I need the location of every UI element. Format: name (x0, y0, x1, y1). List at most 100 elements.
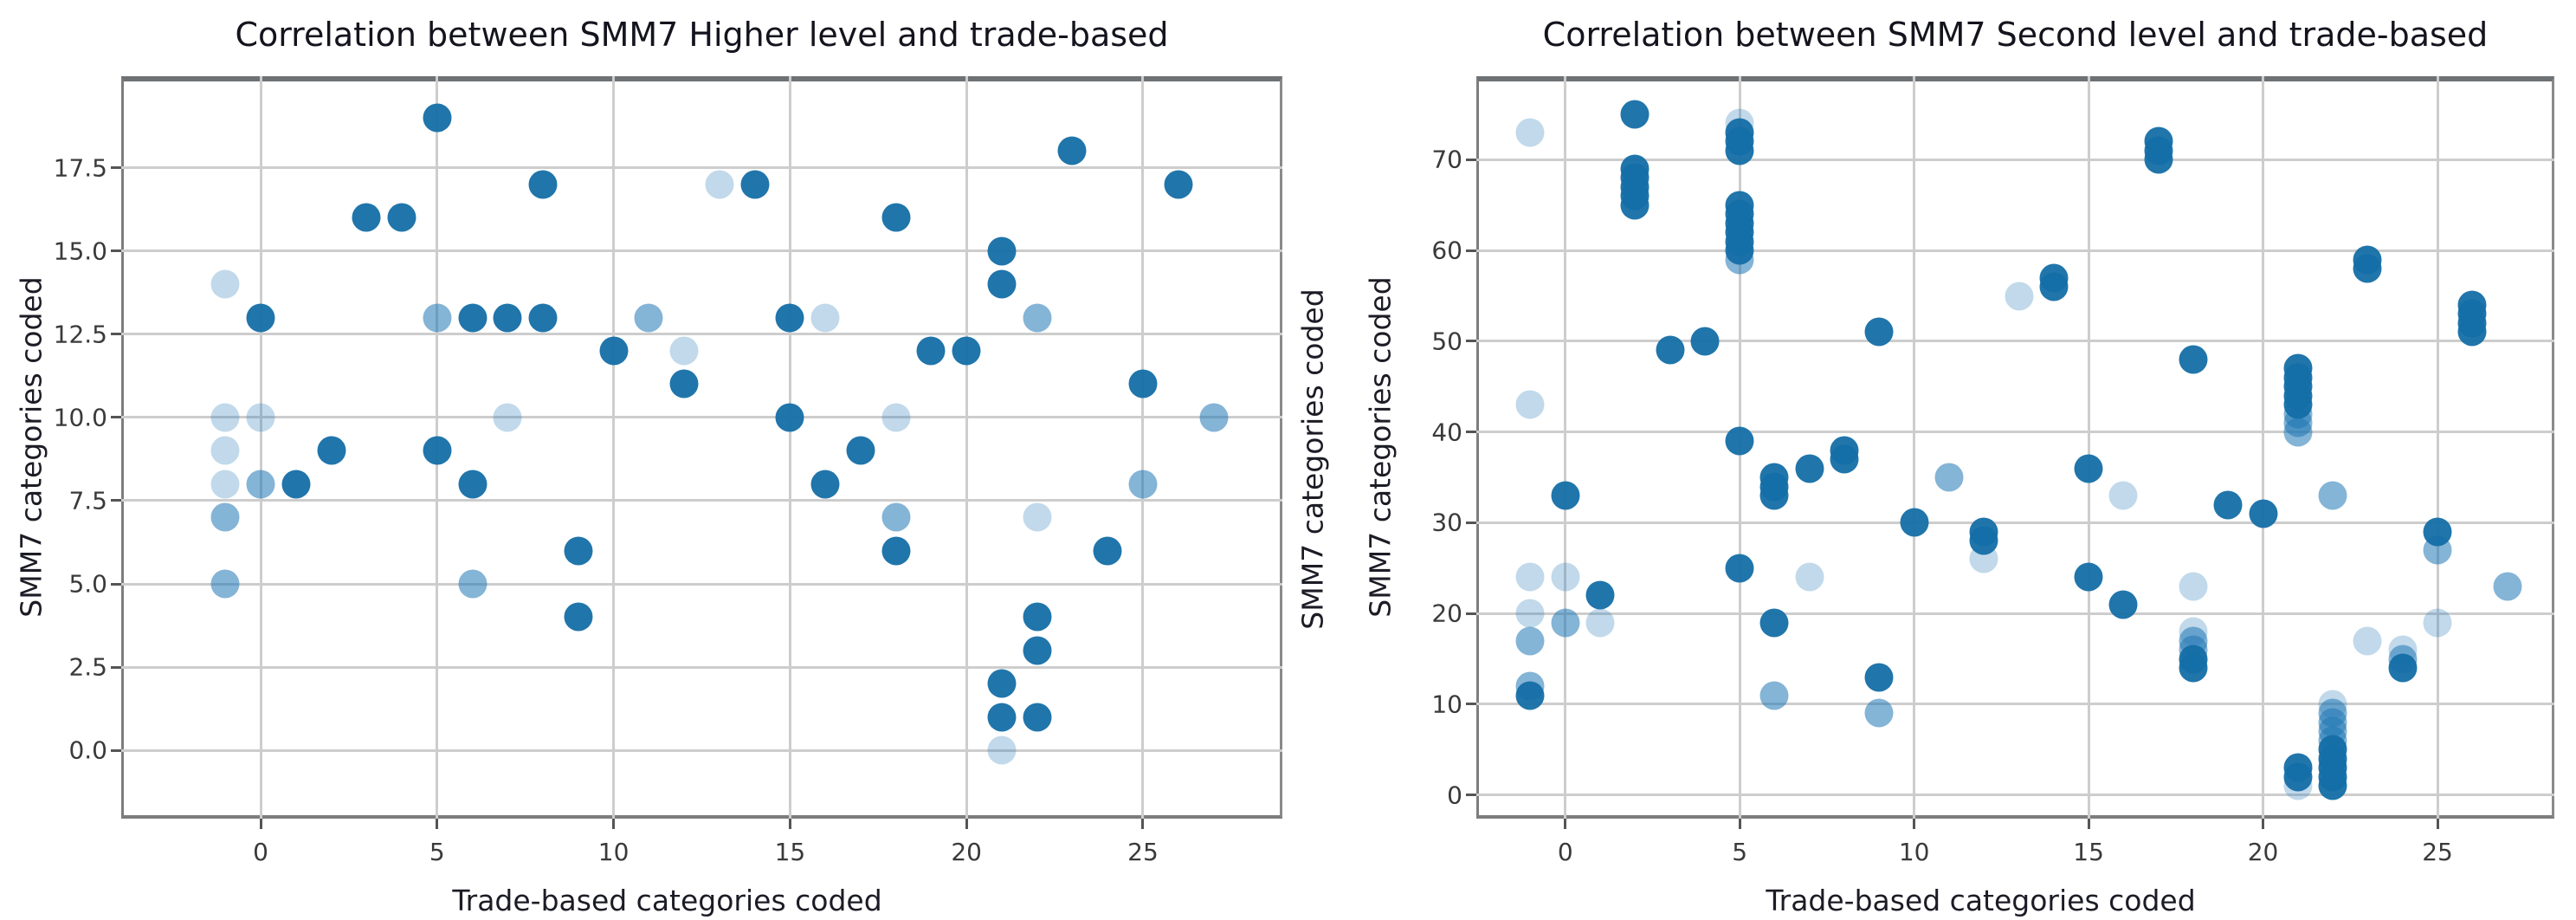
data-point (528, 303, 558, 333)
data-point (952, 336, 981, 366)
data-point (1515, 599, 1545, 628)
data-point (2318, 481, 2347, 510)
data-point (1656, 335, 1685, 365)
data-point (564, 536, 593, 566)
y-tick-label: 17.5 (53, 153, 107, 183)
data-point (1900, 508, 1929, 537)
data-point (2423, 608, 2452, 638)
x-gridline (2087, 76, 2090, 819)
data-point (1551, 562, 1580, 592)
data-point (881, 203, 911, 232)
y-tick-label: 40 (1431, 418, 1462, 447)
x-tick-mark (788, 819, 791, 829)
data-point (210, 403, 240, 432)
data-point (810, 303, 840, 333)
data-point (599, 336, 629, 366)
data-point (2144, 145, 2173, 174)
data-point (352, 203, 381, 232)
data-point (2493, 572, 2522, 601)
data-point (2179, 572, 2208, 601)
y-tick-label: 70 (1431, 145, 1462, 174)
y-gridline (1476, 340, 2554, 343)
x-gridline (788, 76, 791, 819)
x-tick-mark (436, 819, 439, 829)
data-point (1864, 663, 1894, 692)
x-gridline (612, 76, 616, 819)
x-tick-mark (2087, 819, 2090, 829)
y-tick-mark (111, 333, 121, 336)
data-point (2039, 272, 2069, 301)
y-tick-label: 30 (1431, 508, 1462, 537)
data-point (1023, 636, 1052, 665)
data-point (1759, 681, 1789, 710)
data-point (2353, 626, 2382, 656)
data-point (2108, 590, 2138, 619)
data-point (2005, 282, 2034, 311)
data-point (210, 436, 240, 465)
data-point (528, 170, 558, 199)
chart-title: Correlation between SMM7 Second level an… (1542, 16, 2489, 54)
data-point (423, 103, 452, 133)
x-tick-mark (612, 819, 616, 829)
y-tick-label: 7.5 (68, 486, 107, 515)
data-point (210, 470, 240, 499)
data-point (1690, 327, 1720, 356)
y-tick-mark (1466, 794, 1476, 797)
data-point (2388, 653, 2418, 683)
y-tick-mark (1466, 249, 1476, 252)
x-tick-label: 5 (429, 838, 445, 866)
y-gridline (1476, 521, 2554, 524)
y-tick-label: 50 (1431, 327, 1462, 356)
y-tick-mark (1466, 431, 1476, 434)
data-point (1725, 554, 1754, 583)
data-point (210, 502, 240, 532)
x-tick-label: 5 (1732, 838, 1748, 866)
data-point (881, 403, 911, 432)
data-point (564, 602, 593, 632)
data-point (2249, 499, 2278, 528)
data-point (987, 703, 1017, 732)
x-tick-label: 20 (2247, 838, 2279, 866)
x-tick-mark (1913, 819, 1916, 829)
y-tick-mark (111, 499, 121, 502)
x-tick-label: 15 (2073, 838, 2104, 866)
data-point (1620, 100, 1650, 129)
data-point (1023, 303, 1052, 333)
data-point (246, 303, 275, 333)
data-point (1164, 170, 1193, 199)
data-point (987, 735, 1017, 765)
data-point (2283, 418, 2313, 447)
data-point (916, 336, 946, 366)
data-point (1585, 580, 1615, 610)
x-gridline (2436, 76, 2439, 819)
data-point (1725, 136, 1754, 165)
data-point (987, 669, 1017, 698)
data-point (2283, 390, 2313, 419)
x-axis-label: Trade-based categories coded (1766, 884, 2196, 917)
data-point (1023, 602, 1052, 632)
y-gridline (1476, 158, 2554, 161)
y-tick-mark (111, 166, 121, 170)
y-gridline (121, 249, 1282, 253)
y-tick-label: 15.0 (53, 236, 107, 266)
y-gridline (1476, 612, 2554, 615)
y-gridline (121, 333, 1282, 336)
x-gridline (1141, 76, 1145, 819)
y-tick-mark (1466, 521, 1476, 524)
x-gridline (1564, 76, 1567, 819)
y-tick-mark (1466, 612, 1476, 615)
data-point (458, 569, 487, 599)
data-point (2213, 490, 2243, 519)
data-point (1023, 502, 1052, 532)
data-point (881, 502, 911, 532)
data-point (246, 470, 275, 499)
y-tick-label: 10.0 (53, 403, 107, 432)
data-point (1585, 608, 1615, 638)
data-point (210, 269, 240, 299)
data-point (2074, 562, 2103, 592)
data-point (810, 470, 840, 499)
data-point (2179, 653, 2208, 683)
y-tick-mark (111, 748, 121, 752)
data-point (1199, 403, 1229, 432)
